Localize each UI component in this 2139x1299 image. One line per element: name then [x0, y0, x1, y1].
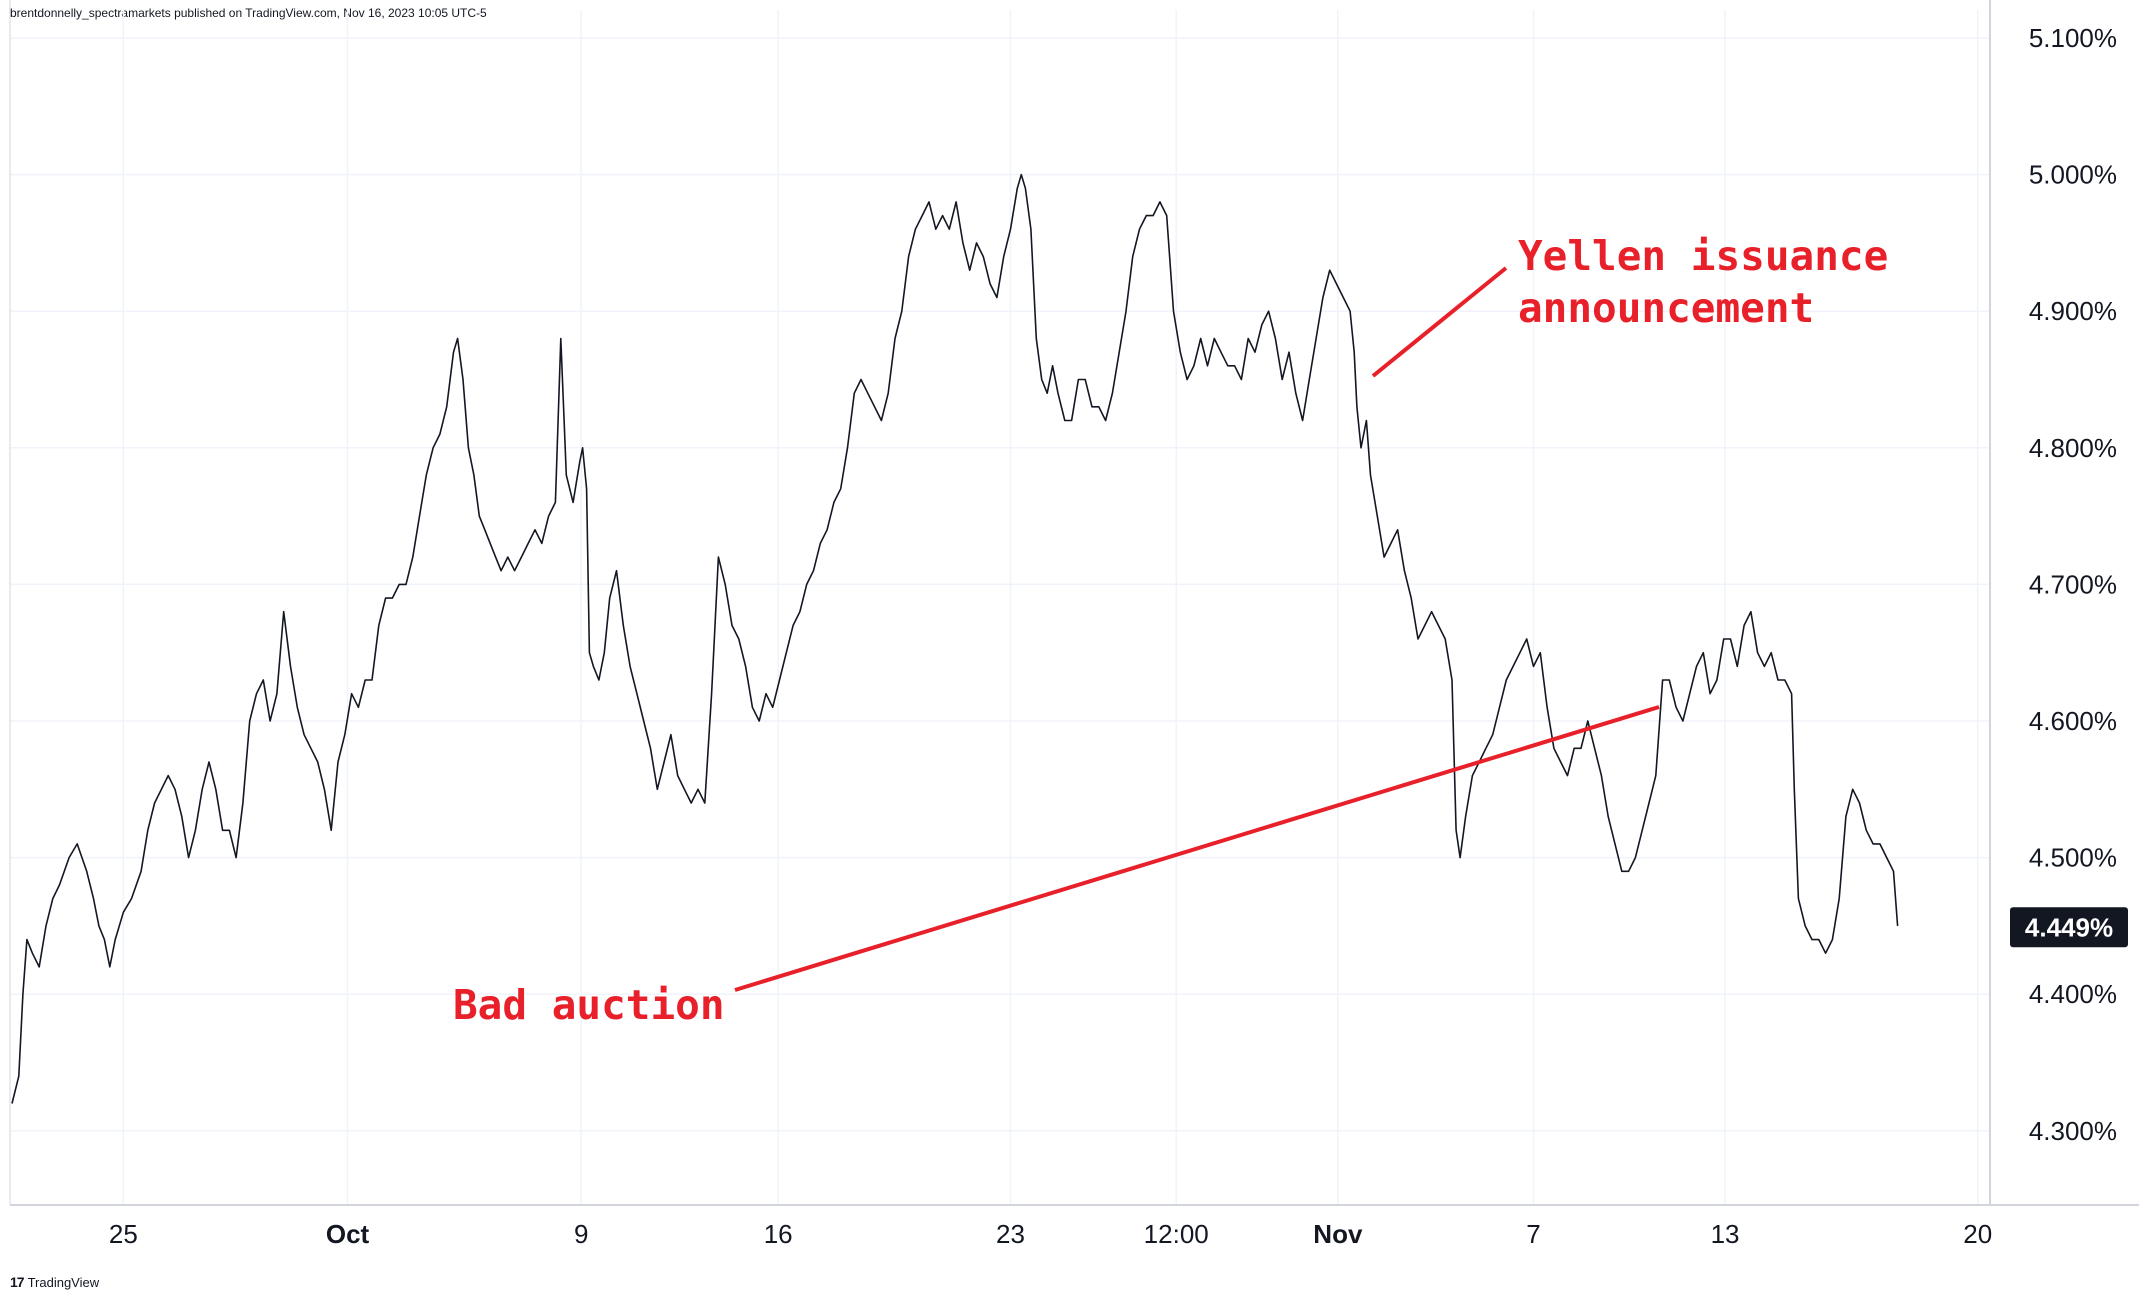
y-tick-label: 4.800% [2029, 433, 2117, 463]
x-tick-label: 16 [764, 1219, 793, 1249]
tradingview-logo-icon: 17 [10, 1274, 25, 1290]
x-tick-label: 23 [996, 1219, 1025, 1249]
published-caption: brentdonnelly_spectramarkets published o… [10, 6, 487, 20]
y-tick-label: 4.500% [2029, 843, 2117, 873]
y-tick-label: 4.600% [2029, 706, 2117, 736]
x-axis[interactable]: 25 Oct 9 16 23 12:00 Nov 7 13 20 [109, 1219, 1992, 1249]
x-tick-label: Nov [1313, 1219, 1363, 1249]
x-tick-label: 9 [574, 1219, 588, 1249]
y-tick-label: 5.000% [2029, 160, 2117, 190]
x-tick-label: 20 [1963, 1219, 1992, 1249]
x-tick-label: 25 [109, 1219, 138, 1249]
y-tick-label: 4.900% [2029, 296, 2117, 326]
y-axis[interactable]: 5.100% 5.000% 4.900% 4.800% 4.700% 4.600% 4.50… [2029, 23, 2117, 1146]
annotation-yellen-text: Yellen issuance [1518, 232, 1888, 280]
annotation-yellen-text: announcement [1518, 284, 1814, 332]
x-tick-label: 12:00 [1144, 1219, 1209, 1249]
brand-label: TradingView [27, 1274, 100, 1290]
x-tick-label: 13 [1711, 1219, 1740, 1249]
bad-auction-line [734, 705, 1660, 992]
grid [10, 10, 1990, 1205]
price-series-line [11, 173, 1899, 1104]
last-price-badge-label: 4.449% [2025, 912, 2113, 942]
y-tick-label: 4.400% [2029, 979, 2117, 1009]
last-price-badge-bg [2010, 907, 2128, 948]
y-tick-label: 5.100% [2029, 23, 2117, 53]
y-tick-label: 4.300% [2029, 1116, 2117, 1146]
yellen-arrow-line [1371, 266, 1508, 378]
x-tick-label: Oct [326, 1219, 370, 1249]
footer: 17 TradingView [10, 1274, 99, 1290]
axis-frame [9, 0, 2139, 1206]
price-line [11, 173, 1899, 1104]
x-tick-label: 7 [1526, 1219, 1540, 1249]
annotation-bad-auction-text: Bad auction [453, 981, 725, 1029]
y-tick-label: 4.700% [2029, 569, 2117, 599]
last-price-badge: 4.449% [2010, 907, 2128, 948]
